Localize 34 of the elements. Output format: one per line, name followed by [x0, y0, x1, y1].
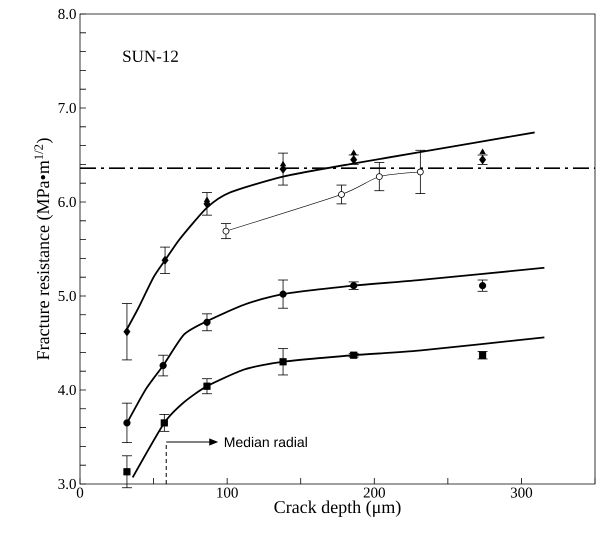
y-axis-title: Fracture resistance (MPa•m$^{1/2}$): [34, 138, 53, 360]
y-tick-label: 8.0: [58, 8, 76, 20]
y-tick-label: 4.0: [58, 384, 76, 396]
y-tick-label: 6.0: [58, 196, 76, 208]
point: [279, 358, 287, 366]
x-tick-label: 100: [217, 488, 238, 498]
point: [279, 290, 287, 298]
ref-line-label: Median radial: [224, 436, 307, 448]
point: [350, 352, 358, 359]
point: [350, 150, 357, 156]
x-axis-title: Crack depth (μm): [274, 500, 401, 517]
point: [123, 419, 131, 426]
point: [162, 256, 169, 265]
point: [338, 191, 345, 198]
point: [478, 282, 486, 290]
point: [160, 362, 167, 370]
point: [350, 282, 358, 290]
point: [203, 382, 211, 390]
point: [376, 173, 383, 180]
annotation: SUN-12: [123, 50, 178, 62]
point: [123, 468, 131, 476]
point: [160, 419, 168, 426]
x-tick-label: 300: [510, 488, 532, 498]
point: [203, 318, 211, 326]
point: [222, 228, 230, 235]
x-tick-label: 200: [364, 488, 385, 498]
point: [123, 327, 130, 336]
line-series: [132, 336, 546, 478]
y-tick-label: 3.0: [58, 478, 76, 490]
y-tick-label: 5.0: [58, 290, 76, 302]
point: [479, 148, 486, 154]
x-tick-label: 0: [76, 488, 84, 498]
y-tick-label: 7.0: [58, 102, 76, 114]
point: [416, 168, 424, 176]
